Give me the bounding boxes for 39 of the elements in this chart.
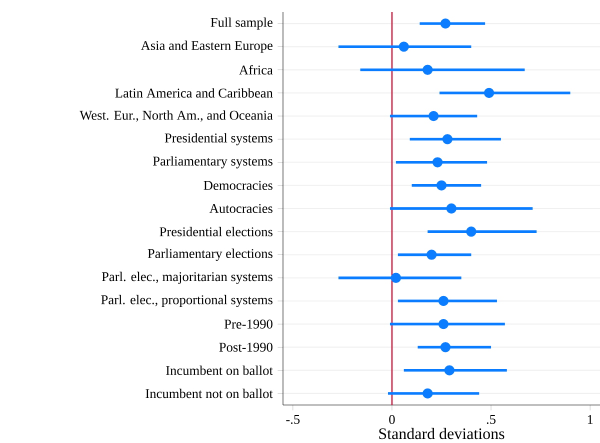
y-tick-label: Latin America and Caribbean	[115, 88, 273, 98]
point	[442, 134, 453, 144]
y-tick-label: Parliamentary elections	[148, 248, 272, 261]
x-axis-title: Standard deviations	[379, 428, 504, 440]
y-tick-label: Incumbent on ballot	[166, 366, 273, 376]
point	[436, 180, 447, 190]
point	[432, 157, 443, 168]
y-tick-label: Presidential systems	[164, 133, 272, 146]
point	[390, 272, 401, 283]
point	[440, 342, 451, 352]
y-tick-label: West. Eur., North Am., and Oceania	[80, 110, 273, 122]
x-tick-label: 0	[389, 415, 395, 424]
point	[428, 110, 439, 122]
y-tick-label: Parl. elec., proportional systems	[101, 294, 272, 308]
point	[438, 296, 449, 306]
point	[444, 365, 454, 376]
x-tick-label: -.5	[286, 415, 300, 424]
y-tick-label: Full sample	[210, 18, 272, 30]
y-tick-label: Pre-1990	[224, 320, 272, 329]
y-tick-label: Autocracies	[209, 204, 272, 213]
y-tick-label: Asia and Eastern Europe	[140, 40, 272, 53]
x-tick-label: 1	[588, 415, 593, 424]
point	[422, 388, 433, 399]
y-tick-label: Incumbent not on ballot	[146, 388, 273, 398]
y-tick-label: Presidential elections	[160, 226, 272, 236]
y-tick-label: Parl. elec., majoritarian systems	[102, 272, 272, 284]
x-tick-label: .5	[486, 415, 496, 424]
y-tick-label: Africa	[239, 65, 273, 75]
point	[440, 18, 451, 29]
y-tick-label: Post-1990	[219, 342, 272, 352]
point	[398, 42, 409, 52]
point	[466, 226, 476, 237]
point	[446, 203, 456, 214]
point	[422, 64, 433, 75]
point	[426, 250, 437, 260]
point	[484, 88, 494, 98]
y-tick-label: Democracies	[204, 180, 272, 190]
y-tick-label: Parliamentary systems	[152, 156, 272, 168]
point	[438, 319, 449, 330]
